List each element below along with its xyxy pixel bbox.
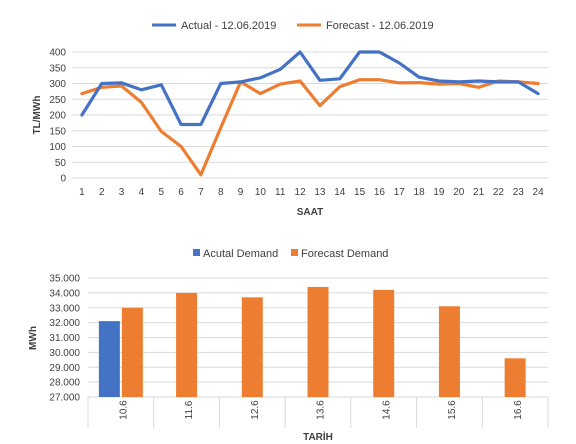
x-tick-label: 3 bbox=[119, 187, 125, 198]
x-tick-label: 7 bbox=[198, 187, 204, 198]
bar-forecast-5 bbox=[438, 306, 460, 397]
x-tick-label: 15.6 bbox=[447, 400, 458, 420]
x-tick-label: 13.6 bbox=[316, 400, 327, 420]
x-tick-label: 19 bbox=[433, 187, 445, 198]
x-tick-label: 17 bbox=[394, 187, 406, 198]
bar-forecast-0 bbox=[121, 307, 143, 397]
bar-forecast-4 bbox=[373, 289, 395, 397]
x-axis-title: TARİH bbox=[303, 430, 333, 443]
y-tick-label: 27.000 bbox=[49, 393, 80, 404]
x-tick-label: 12.6 bbox=[250, 400, 261, 420]
x-tick-label: 6 bbox=[178, 187, 184, 198]
x-tick-label: 10 bbox=[255, 187, 267, 198]
x-tick-label: 21 bbox=[473, 187, 485, 198]
y-tick-label: 30.000 bbox=[49, 348, 80, 359]
x-tick-label: 23 bbox=[513, 187, 525, 198]
y-tick-label: 50 bbox=[55, 158, 67, 169]
legend-swatch-1 bbox=[291, 249, 298, 256]
x-tick-label: 16 bbox=[374, 187, 386, 198]
y-axis-title: MWh bbox=[28, 326, 39, 350]
x-tick-label: 22 bbox=[493, 187, 505, 198]
x-tick-label: 14 bbox=[334, 187, 346, 198]
x-tick-label: 14.6 bbox=[381, 400, 392, 420]
y-tick-label: 150 bbox=[49, 126, 66, 137]
x-tick-label: 11 bbox=[275, 187, 286, 198]
y-tick-label: 400 bbox=[49, 48, 66, 59]
y-tick-label: 100 bbox=[49, 142, 66, 153]
x-axis-title: SAAT bbox=[297, 207, 323, 218]
x-tick-label: 12 bbox=[295, 187, 307, 198]
x-tick-label: 20 bbox=[453, 187, 465, 198]
y-tick-label: 35.000 bbox=[49, 274, 80, 285]
bar-forecast-1 bbox=[176, 292, 198, 397]
y-tick-label: 32.000 bbox=[49, 318, 80, 329]
legend-label-0: Actual - 12.06.2019 bbox=[181, 20, 276, 32]
bar-forecast-3 bbox=[307, 286, 329, 397]
bar-forecast-6 bbox=[504, 358, 526, 397]
x-tick-label: 24 bbox=[533, 187, 545, 198]
y-tick-label: 350 bbox=[49, 63, 66, 74]
legend-label-1: Forecast - 12.06.2019 bbox=[326, 20, 434, 32]
y-tick-label: 200 bbox=[49, 111, 66, 122]
bar-forecast-2 bbox=[241, 297, 263, 397]
legend-swatch-0 bbox=[193, 249, 200, 256]
x-tick-label: 8 bbox=[218, 187, 224, 198]
series-line-1 bbox=[80, 78, 540, 177]
x-tick-label: 1 bbox=[79, 187, 85, 198]
x-tick-label: 4 bbox=[139, 187, 145, 198]
x-tick-label: 18 bbox=[414, 187, 426, 198]
line-chart: Actual - 12.06.2019 Forecast - 12.06.2019… bbox=[32, 20, 548, 218]
y-tick-label: 28.000 bbox=[49, 378, 80, 389]
y-tick-label: 34.000 bbox=[49, 288, 80, 299]
y-tick-label: 33.000 bbox=[49, 303, 80, 314]
y-tick-label: 250 bbox=[49, 95, 66, 106]
x-tick-label: 15 bbox=[354, 187, 366, 198]
x-tick-label: 5 bbox=[158, 187, 164, 198]
x-tick-label: 9 bbox=[238, 187, 244, 198]
x-tick-label: 2 bbox=[99, 187, 105, 198]
bar-actual-0 bbox=[98, 321, 120, 397]
x-tick-label: 16.6 bbox=[513, 400, 524, 420]
series-line-0 bbox=[80, 50, 540, 127]
x-tick-label: 11.6 bbox=[184, 400, 195, 419]
x-tick-label: 13 bbox=[314, 187, 326, 198]
y-axis-title: TL/MWh bbox=[32, 96, 43, 135]
y-tick-label: 29.000 bbox=[49, 363, 80, 374]
y-tick-label: 300 bbox=[49, 79, 66, 90]
y-tick-label: 0 bbox=[60, 174, 66, 185]
legend-label-0: Acutal Demand bbox=[203, 248, 278, 260]
legend-label-1: Forecast Demand bbox=[301, 248, 388, 260]
x-tick-label: 10.6 bbox=[118, 400, 129, 420]
y-tick-label: 31.000 bbox=[49, 333, 80, 344]
